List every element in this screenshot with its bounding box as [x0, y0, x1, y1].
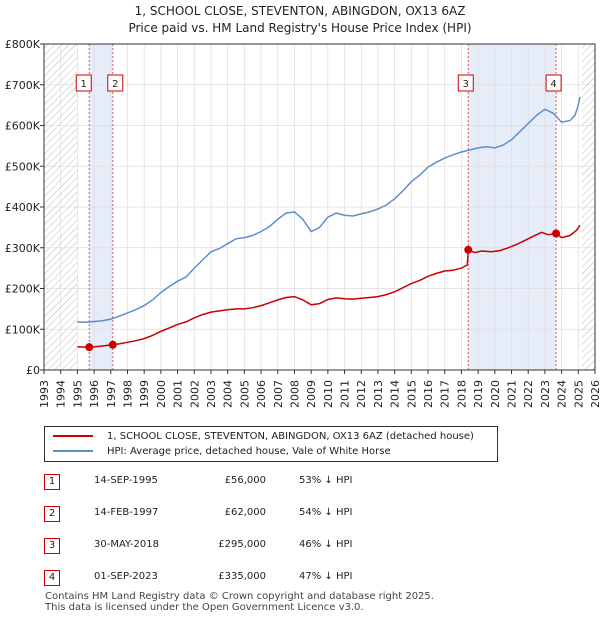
footer-copyright: Contains HM Land Registry data © Crown c…: [45, 591, 434, 602]
transaction-number: 3: [44, 538, 60, 554]
x-tick-label: 2000: [155, 380, 168, 408]
x-tick-label: 1995: [71, 380, 84, 408]
chart-subtitle: Price paid vs. HM Land Registry's House …: [128, 21, 472, 35]
y-tick-label: £100K: [5, 323, 41, 336]
sale-label-box: [545, 74, 562, 92]
footer: Contains HM Land Registry data © Crown c…: [45, 591, 434, 613]
x-tick-label: 2013: [372, 380, 385, 408]
price-chart: 1 2 3 4 £0 £100K £200K £300K £400K £500K £600K £700…: [5, 38, 600, 408]
x-tick-label: 2020: [489, 380, 502, 408]
x-tick-label: 2023: [539, 380, 552, 408]
sale-point: [108, 340, 117, 349]
x-tick-label: 2010: [322, 380, 335, 408]
x-tick-label: 1999: [138, 380, 151, 408]
x-tick-label: 2024: [556, 380, 569, 408]
sale-point: [464, 245, 473, 254]
transaction-date: 30-MAY-2018: [94, 539, 160, 550]
x-tick-label: 1996: [88, 380, 101, 408]
x-tick-label: 2001: [172, 380, 185, 408]
y-tick-label: £0: [26, 364, 40, 377]
x-tick-label: 2026: [589, 380, 600, 408]
sale-label-box: [457, 74, 474, 92]
x-tick-label: 2005: [238, 380, 251, 408]
y-tick-label: £600K: [5, 120, 41, 133]
y-tick-label: £300K: [5, 242, 41, 255]
legend-item-hpi: HPI: Average price, detached house, Vale…: [53, 445, 391, 459]
transaction-number: 4: [44, 570, 60, 586]
sale-label: 4: [550, 79, 556, 90]
x-tick-label: 2012: [355, 380, 368, 408]
hpi-series-line: [77, 96, 581, 324]
x-tick-label: 2018: [455, 380, 468, 408]
transaction-price: £56,000: [224, 475, 266, 486]
x-tick-label: 1994: [55, 380, 68, 408]
x-tick-label: 1998: [121, 380, 134, 408]
y-tick-label: £200K: [5, 283, 41, 296]
x-tick-label: 2009: [305, 380, 318, 408]
legend-item-property: 1, SCHOOL CLOSE, STEVENTON, ABINGDON, OX…: [53, 430, 474, 444]
sale-point: [552, 229, 561, 238]
sale-label: 1: [81, 79, 87, 90]
chart-title: 1, SCHOOL CLOSE, STEVENTON, ABINGDON, OX…: [134, 4, 466, 18]
x-tick-label: 2006: [255, 380, 268, 408]
transaction-hpi-diff: 47% ↓ HPI: [299, 571, 353, 582]
transaction-hpi-diff: 53% ↓ HPI: [299, 475, 353, 486]
legend-swatch-property: [53, 435, 93, 437]
y-tick-label: £400K: [5, 201, 41, 214]
transaction-price: £335,000: [218, 571, 266, 582]
sale-label-box: [75, 74, 92, 92]
footer-license: This data is licensed under the Open Gov…: [45, 602, 364, 613]
x-tick-label: 1997: [105, 380, 118, 408]
transaction-hpi-diff: 46% ↓ HPI: [299, 539, 353, 550]
y-tick-label: £800K: [5, 38, 41, 51]
transaction-price: £62,000: [224, 507, 266, 518]
x-tick-label: 2002: [188, 380, 201, 408]
property-series-line: [77, 224, 581, 348]
x-tick-label: 2004: [222, 380, 235, 408]
x-tick-label: 2021: [506, 380, 519, 408]
x-tick-label: 2008: [288, 380, 301, 408]
x-tick-label: 1993: [38, 380, 51, 408]
sale-point: [85, 343, 94, 352]
transaction-price: £295,000: [218, 539, 266, 550]
y-tick-label: £500K: [5, 160, 41, 173]
x-tick-label: 2025: [572, 380, 585, 408]
transaction-date: 14-SEP-1995: [94, 475, 158, 486]
sale-label: 2: [112, 79, 118, 90]
x-tick-label: 2015: [405, 380, 418, 408]
x-tick-label: 2019: [472, 380, 485, 408]
legend-label-hpi: HPI: Average price, detached house, Vale…: [107, 446, 391, 457]
legend-label-property: 1, SCHOOL CLOSE, STEVENTON, ABINGDON, OX…: [107, 431, 474, 442]
transaction-hpi-diff: 54% ↓ HPI: [299, 507, 353, 518]
transaction-number: 1: [44, 474, 60, 490]
x-tick-label: 2011: [339, 380, 352, 408]
y-tick-label: £700K: [5, 79, 41, 92]
legend: 1, SCHOOL CLOSE, STEVENTON, ABINGDON, OX…: [44, 426, 498, 462]
sale-label: 3: [463, 79, 469, 90]
transaction-number: 2: [44, 506, 60, 522]
x-tick-label: 2014: [389, 380, 402, 408]
legend-swatch-hpi: [53, 450, 93, 452]
sale-label-box: [107, 74, 124, 92]
x-tick-label: 2022: [522, 380, 535, 408]
x-tick-label: 2003: [205, 380, 218, 408]
x-tick-label: 2017: [439, 380, 452, 408]
x-tick-label: 2007: [272, 380, 285, 408]
transaction-date: 14-FEB-1997: [94, 507, 159, 518]
transaction-date: 01-SEP-2023: [94, 571, 158, 582]
x-tick-label: 2016: [422, 380, 435, 408]
